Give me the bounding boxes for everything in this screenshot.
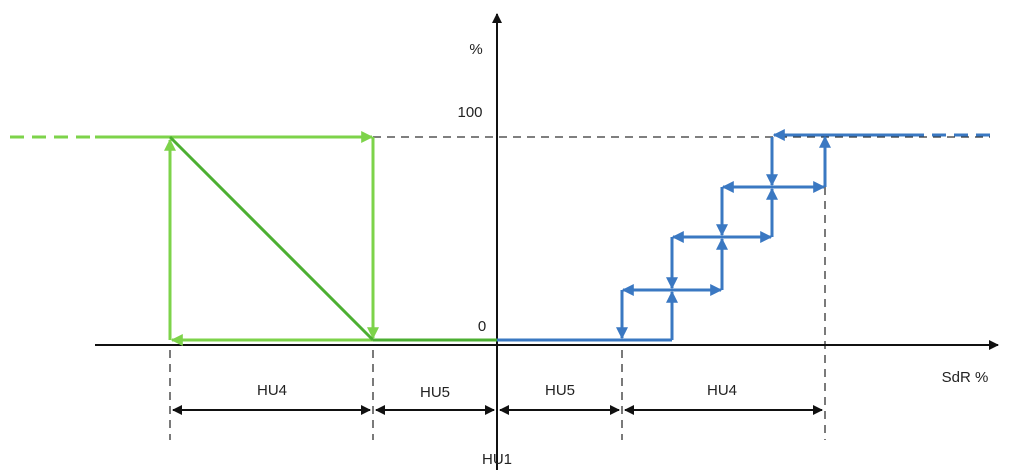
y-axis-label: % (469, 41, 482, 58)
band-label: HU4 (257, 382, 287, 399)
y-top-label: 100 (457, 104, 482, 121)
green-cycle (10, 131, 497, 346)
band-label: HU4 (707, 382, 737, 399)
guides (169, 136, 990, 440)
band-label: HU5 (545, 382, 575, 399)
x-axis-label: SdR % (942, 369, 989, 386)
origin-label: HU1 (482, 451, 512, 468)
y-zero-label: 0 (478, 318, 486, 335)
axes (95, 13, 999, 470)
blue-steps (497, 129, 990, 342)
band-label: HU5 (420, 384, 450, 401)
